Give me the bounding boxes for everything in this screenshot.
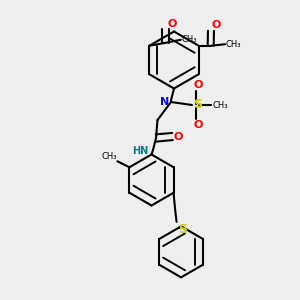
Text: O: O xyxy=(194,120,203,130)
Text: CH₃: CH₃ xyxy=(212,100,228,109)
Text: CH₃: CH₃ xyxy=(226,40,242,49)
Text: S: S xyxy=(194,98,202,112)
Text: O: O xyxy=(194,80,203,90)
Text: O: O xyxy=(174,131,183,142)
Text: S: S xyxy=(178,223,187,236)
Text: CH₃: CH₃ xyxy=(101,152,117,161)
Text: HN: HN xyxy=(132,146,148,157)
Text: CH₃: CH₃ xyxy=(182,35,197,44)
Text: O: O xyxy=(167,19,177,28)
Text: O: O xyxy=(212,20,221,30)
Text: N: N xyxy=(160,97,170,107)
